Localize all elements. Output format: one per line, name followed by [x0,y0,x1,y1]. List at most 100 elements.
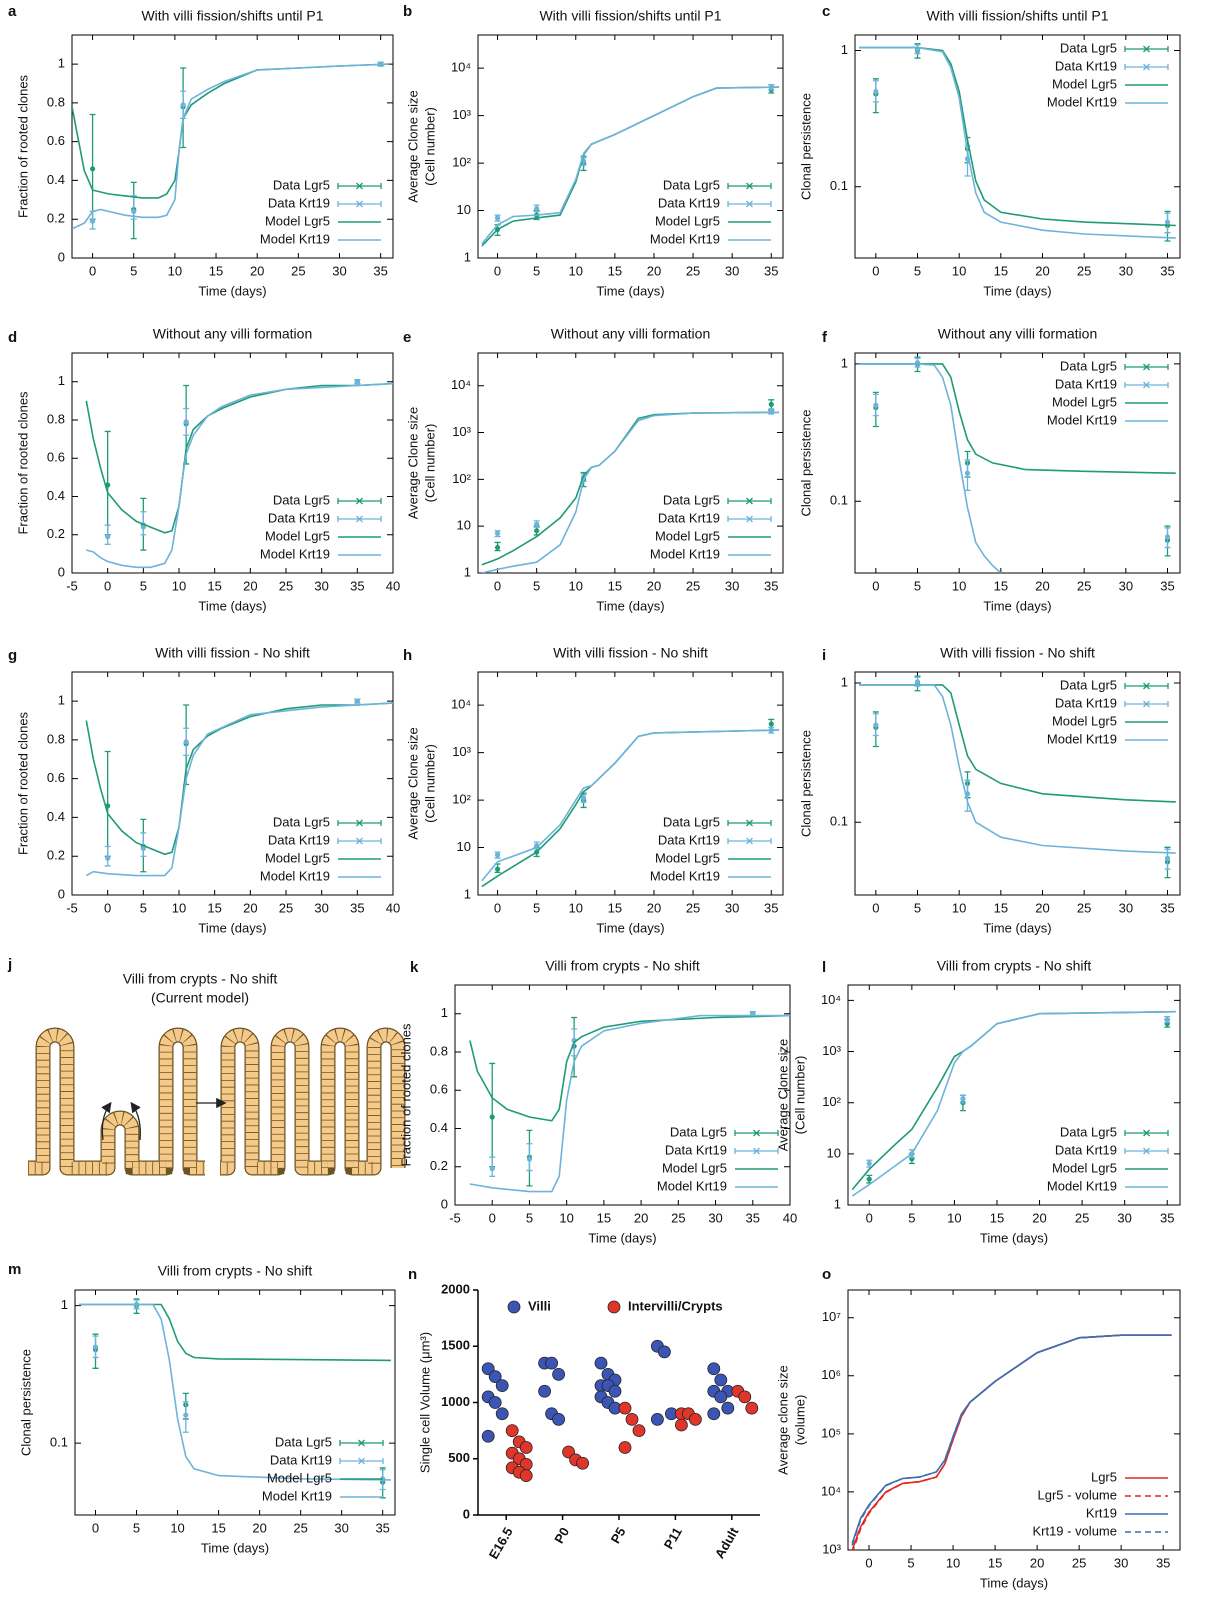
x-tick-label: 30 [314,578,328,593]
x-tick-label: 35 [1156,1555,1170,1570]
data-point [354,698,360,704]
data-point [183,419,189,425]
x-axis-label: Time (days) [596,920,664,935]
y-tick-label: 1 [441,1005,448,1020]
legend-label: Data Krt19 [1055,695,1117,710]
legend-label: Data Lgr5 [1060,677,1117,692]
data-point [481,1429,495,1443]
epithelium-fill [220,1028,405,1175]
chart-title: Without any villi formation [551,326,711,342]
y-axis-label: Single cell Volume (μm³) [417,1332,432,1473]
y-axis-label: (volume) [792,1395,807,1446]
model-line [85,702,393,856]
legend-label: Model Lgr5 [655,213,720,228]
plot-frame [477,34,784,259]
panel-label: g [8,647,17,664]
data-point [1164,219,1171,225]
y-tick-label: 0 [58,564,65,579]
y-tick-label: 10² [822,1094,841,1109]
y-tick-label: 1 [464,249,471,264]
x-tick-label: 30 [314,900,328,915]
legend-label: Villi [528,1298,551,1313]
x-tick-label: 20 [647,578,661,593]
y-tick-label: 0.1 [50,1435,68,1450]
x-tick-label: 25 [279,900,293,915]
x-tick-label: 30 [1114,1555,1128,1570]
model-line [85,702,393,877]
legend-swatch [1124,1147,1169,1155]
data-point [519,1469,533,1483]
x-tick-label: 25 [1077,900,1091,915]
y-tick-label: 500 [448,1450,470,1465]
model-line [851,1334,1172,1550]
x-tick-label: 15 [608,900,622,915]
y-tick-label: 1 [841,355,848,370]
plot-frame [71,34,394,259]
chart-title: With villi fission - No shift [553,645,708,661]
x-tick-label: 30 [1119,900,1133,915]
chart-title: Villi from crypts - No shift [545,958,700,974]
x-tick-label: 15 [211,1520,225,1535]
x-tick-label: 15 [608,578,622,593]
legend-label: Data Lgr5 [663,814,720,829]
model-line [72,63,389,199]
x-tick-label: 30 [1119,263,1133,278]
data-point [707,1362,721,1376]
y-tick-label: 10 [457,202,471,217]
legend-swatch [1124,63,1169,71]
y-tick-label: 1500 [441,1338,470,1353]
x-tick-label: 20 [243,900,257,915]
x-tick-label: 20 [647,900,661,915]
data-point [625,1412,639,1426]
legend-label: Model Lgr5 [655,528,720,543]
y-tick-label: 0.6 [430,1082,448,1097]
panel-label: k [410,959,419,976]
x-tick-label: 35 [373,263,387,278]
chart-title: Without any villi formation [938,326,1098,342]
legend-label: Data Lgr5 [663,177,720,192]
data-point [632,1424,646,1438]
y-tick-label: 10³ [452,107,471,122]
x-tick-label: 0 [104,578,111,593]
legend-swatch [607,1300,621,1314]
y-tick-label: 10³ [822,1043,841,1058]
y-tick-label: 0.2 [430,1158,448,1173]
x-tick-label: 10 [952,578,966,593]
panel-label: c [822,3,830,20]
data-point [354,379,360,385]
model-line [851,1334,1172,1544]
x-tick-label: 30 [725,900,739,915]
legend-swatch [337,515,382,523]
y-axis-label: Fraction of rooted clones [398,1023,413,1167]
y-tick-label: 0.8 [47,411,65,426]
data-point [538,1384,551,1398]
model-line [481,411,780,566]
x-tick-label: 10 [952,263,966,278]
data-point [1164,855,1171,861]
data-point [721,1401,735,1415]
y-tick-label: 10² [452,155,471,170]
x-tick-label: 35 [1160,900,1174,915]
legend-label: Data Krt19 [268,195,330,210]
x-tick-label: 5 [914,900,921,915]
legend-label: Model Krt19 [1047,1178,1117,1193]
chart-title: Villi from crypts - No shift [937,958,1092,974]
x-tick-label: E16.5 [486,1525,516,1562]
legend-label: Model Krt19 [650,868,720,883]
panel-label: e [403,329,411,346]
x-tick-label: 10 [947,1210,961,1225]
data-point [768,401,774,407]
legend-label: Data Krt19 [658,510,720,525]
legend-label: Model Krt19 [650,231,720,246]
y-tick-label: 1 [58,373,65,388]
x-tick-label: 35 [746,1210,760,1225]
y-tick-label: 0.4 [47,809,65,824]
data-point [140,524,146,530]
x-tick-label: 15 [988,1555,1002,1570]
y-tick-label: 10 [827,1145,841,1160]
legend-swatch [337,819,382,827]
x-tick-label: 20 [1030,1555,1044,1570]
x-tick-label: 5 [908,1210,915,1225]
x-tick-label: 0 [489,1210,496,1225]
